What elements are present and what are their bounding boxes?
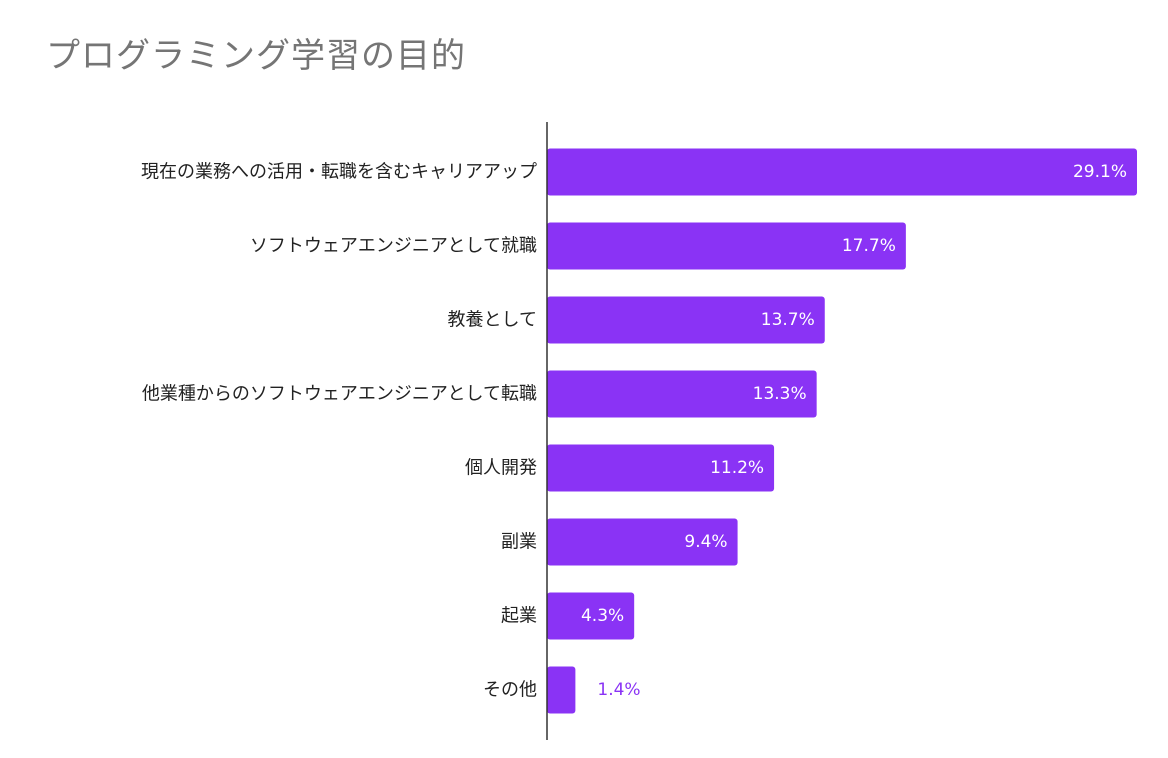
data-label: 9.4% bbox=[684, 532, 727, 552]
bar bbox=[547, 222, 906, 270]
category-label: 教養として bbox=[448, 310, 537, 331]
bar bbox=[547, 592, 635, 640]
chart-title: プログラミング学習の目的 bbox=[46, 36, 466, 76]
data-label: 13.7% bbox=[761, 310, 815, 330]
category-label: 個人開発 bbox=[465, 458, 537, 479]
bar bbox=[547, 148, 1137, 196]
bar bbox=[547, 518, 738, 566]
category-label: その他 bbox=[483, 680, 537, 701]
data-label: 11.2% bbox=[710, 458, 764, 478]
category-label: 副業 bbox=[501, 532, 537, 553]
category-label: ソフトウェアエンジニアとして就職 bbox=[250, 236, 537, 257]
category-label: 起業 bbox=[501, 606, 537, 627]
data-label: 13.3% bbox=[753, 384, 807, 404]
bar bbox=[547, 666, 576, 714]
data-label: 1.4% bbox=[597, 680, 640, 700]
bar bbox=[547, 370, 817, 418]
bar bbox=[547, 444, 775, 492]
data-label: 29.1% bbox=[1073, 162, 1127, 182]
bar bbox=[547, 296, 825, 344]
data-label: 17.7% bbox=[842, 236, 896, 256]
category-label: 現在の業務への活用・転職を含むキャリアアップ bbox=[141, 162, 537, 183]
category-label: 他業種からのソフトウェアエンジニアとして転職 bbox=[142, 384, 537, 405]
data-label: 4.3% bbox=[581, 606, 624, 626]
